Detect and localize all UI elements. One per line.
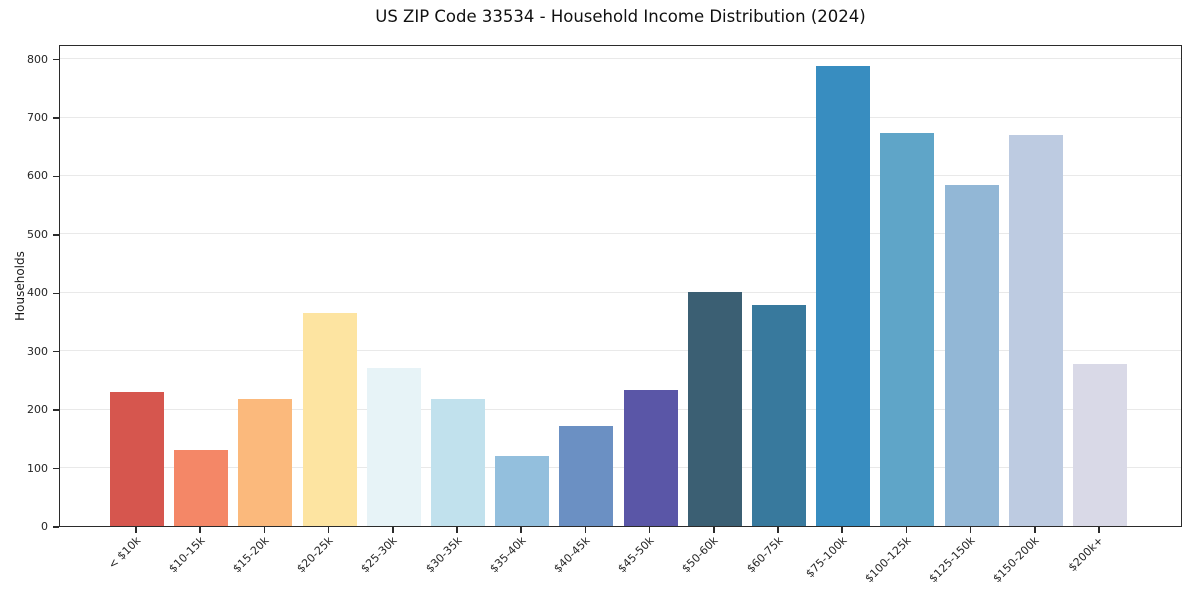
bar	[174, 450, 229, 526]
x-tick-label: $150-200k	[990, 534, 1043, 586]
bar	[559, 425, 614, 526]
y-tick-label: 200	[27, 403, 48, 417]
x-tick-mark	[520, 527, 522, 533]
x-tick-label: $25-30k	[358, 534, 401, 576]
gridline	[60, 233, 1181, 235]
x-tick-label: $30-35k	[422, 534, 465, 576]
x-tick-label: $40-45k	[551, 534, 593, 576]
x-tick-mark	[713, 527, 715, 533]
x-tick-mark	[1034, 527, 1036, 533]
y-tick-mark	[53, 117, 59, 119]
x-tick-mark	[1098, 527, 1100, 533]
bar	[752, 305, 806, 526]
y-tick-label: 700	[27, 111, 48, 125]
x-tick-label: < $10k	[105, 534, 144, 572]
x-tick-mark	[969, 527, 972, 533]
bar	[366, 368, 421, 526]
bar	[816, 66, 871, 526]
x-tick-label: $125-150k	[926, 534, 978, 586]
gridline	[60, 467, 1181, 469]
x-tick-label: $200k+	[1066, 534, 1107, 575]
x-tick-mark	[392, 527, 394, 533]
x-tick-mark	[456, 527, 458, 533]
gridline	[60, 408, 1181, 410]
bar	[110, 391, 164, 526]
gridline	[60, 350, 1181, 352]
bar	[1008, 135, 1063, 526]
bar	[944, 185, 999, 526]
x-tick-label: $10-15k	[166, 534, 208, 576]
bar	[431, 398, 485, 526]
y-tick-mark	[53, 58, 59, 61]
x-tick-label: $35-40k	[487, 534, 529, 576]
y-tick-mark	[53, 350, 59, 353]
y-tick-label: 400	[27, 286, 48, 300]
x-tick-label: $100-125k	[862, 534, 914, 586]
bar	[880, 132, 935, 526]
x-tick-mark	[841, 527, 843, 533]
x-tick-mark	[135, 527, 137, 533]
y-tick-label: 600	[27, 169, 48, 183]
bar	[495, 456, 550, 526]
bar	[623, 390, 678, 526]
gridline	[60, 174, 1181, 176]
y-tick-mark	[53, 234, 59, 236]
y-tick-mark	[53, 409, 59, 411]
gridline	[60, 58, 1181, 60]
y-tick-mark	[53, 292, 59, 295]
x-tick-label: $20-25k	[294, 534, 336, 576]
x-tick-mark	[263, 527, 266, 533]
plot-area	[59, 45, 1182, 527]
y-tick-label: 300	[27, 344, 48, 358]
gridline	[60, 116, 1181, 118]
x-tick-mark	[584, 527, 587, 533]
y-tick-label: 800	[27, 52, 48, 66]
y-tick-mark	[53, 175, 59, 178]
y-tick-mark	[53, 467, 59, 470]
y-tick-label: 500	[27, 227, 48, 241]
x-tick-label: $60-75k	[743, 534, 786, 576]
x-tick-mark	[905, 527, 908, 533]
bar	[1073, 363, 1127, 526]
x-tick-mark	[199, 527, 201, 533]
bar	[302, 312, 357, 526]
y-tick-label: 0	[41, 520, 48, 533]
bar	[238, 399, 293, 526]
chart-title: US ZIP Code 33534 - Household Income Dis…	[375, 7, 866, 26]
y-tick-mark	[53, 526, 59, 528]
bar	[687, 292, 742, 526]
x-tick-label: $75-100k	[803, 534, 850, 581]
y-tick-label: 100	[27, 461, 48, 475]
x-tick-mark	[327, 527, 330, 533]
gridline	[60, 291, 1181, 293]
x-tick-mark	[777, 527, 779, 533]
x-tick-mark	[648, 527, 651, 533]
x-tick-label: $45-50k	[615, 534, 657, 576]
x-tick-label: $15-20k	[230, 534, 272, 576]
x-tick-label: $50-60k	[679, 534, 722, 576]
